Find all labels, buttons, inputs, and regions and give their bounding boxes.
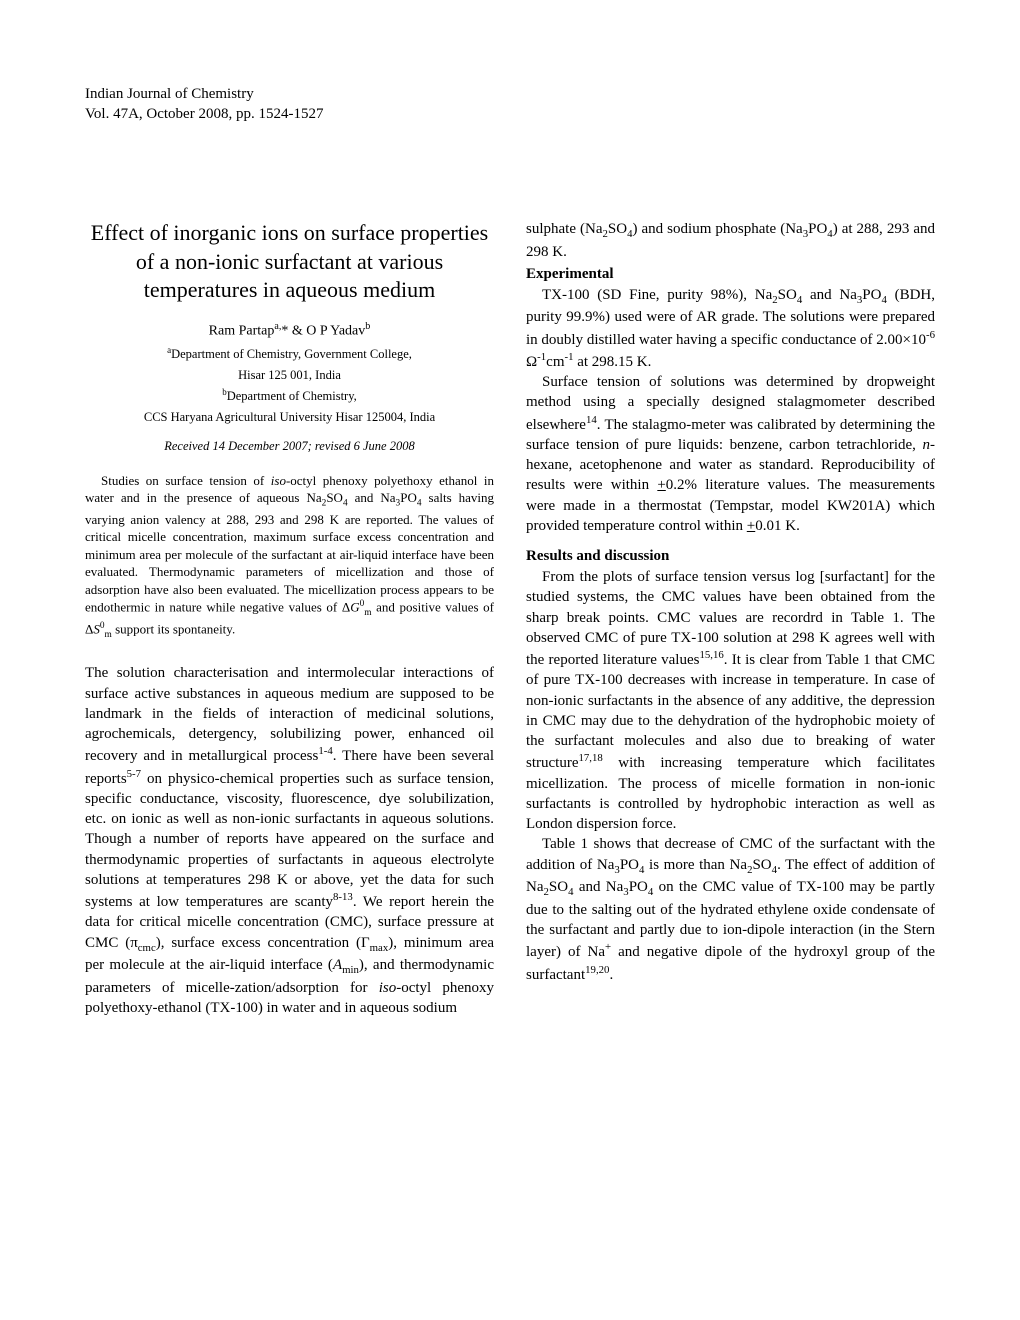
- received-date: Received 14 December 2007; revised 6 Jun…: [85, 439, 494, 454]
- experimental-heading: Experimental: [526, 266, 935, 283]
- affiliation-b-line2: CCS Haryana Agricultural University Hisa…: [85, 409, 494, 425]
- title-line1: Effect of inorganic ions on surface prop…: [91, 220, 489, 245]
- experimental-p2: Surface tension of solutions was determi…: [526, 372, 935, 536]
- title-line2: of a non-ionic surfactant at various: [136, 249, 443, 274]
- intro-continuation: sulphate (Na2SO4) and sodium phosphate (…: [526, 219, 935, 262]
- journal-header: Indian Journal of Chemistry Vol. 47A, Oc…: [85, 85, 935, 124]
- two-column-layout: Effect of inorganic ions on surface prop…: [85, 219, 935, 1018]
- affiliation-a-line2: Hisar 125 001, India: [85, 367, 494, 383]
- results-heading: Results and discussion: [526, 548, 935, 565]
- left-column: Effect of inorganic ions on surface prop…: [85, 219, 494, 1018]
- journal-vol: Vol. 47A, October 2008, pp. 1524-1527: [85, 105, 935, 125]
- affiliation-a-line1: aDepartment of Chemistry, Government Col…: [85, 345, 494, 362]
- results-p2: Table 1 shows that decrease of CMC of th…: [526, 834, 935, 984]
- results-p1: From the plots of surface tension versus…: [526, 567, 935, 834]
- experimental-p1: TX-100 (SD Fine, purity 98%), Na2SO4 and…: [526, 285, 935, 372]
- abstract: Studies on surface tension of iso-octyl …: [85, 472, 494, 642]
- journal-name: Indian Journal of Chemistry: [85, 85, 935, 105]
- authors: Ram Partapa,* & O P Yadavb: [85, 321, 494, 340]
- intro-paragraph: The solution characterisation and interm…: [85, 663, 494, 1018]
- right-column: sulphate (Na2SO4) and sodium phosphate (…: [526, 219, 935, 1018]
- affiliation-b-line1: bDepartment of Chemistry,: [85, 387, 494, 404]
- title-line3: temperatures in aqueous medium: [144, 277, 435, 302]
- paper-title: Effect of inorganic ions on surface prop…: [85, 219, 494, 305]
